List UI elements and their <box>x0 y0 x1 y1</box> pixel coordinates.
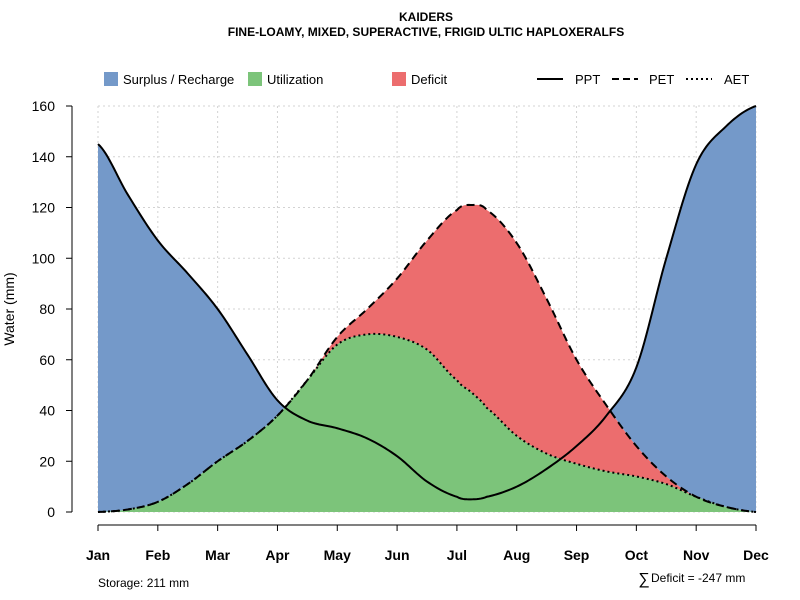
x-tick-label: Oct <box>625 547 649 563</box>
legend-label-aet: AET <box>724 72 749 87</box>
x-tick-label: Aug <box>503 547 530 563</box>
chart-legend: Surplus / Recharge Utilization Deficit P… <box>104 72 749 87</box>
legend-label-pet: PET <box>649 72 674 87</box>
y-tick-label: 80 <box>39 301 55 317</box>
y-tick-label: 0 <box>47 504 55 520</box>
y-axis-label: Water (mm) <box>1 272 17 345</box>
y-tick-label: 120 <box>32 200 56 216</box>
y-axis: 0 20 40 60 80 100 120 140 160 <box>32 98 73 520</box>
chart-lines <box>97 105 757 513</box>
legend-swatch-utilization <box>248 72 262 86</box>
legend-label-deficit: Deficit <box>411 72 448 87</box>
area-utilization <box>98 333 756 512</box>
x-tick-label: Dec <box>743 547 769 563</box>
chart-title: KAIDERS <box>399 10 453 24</box>
x-tick-label: May <box>324 547 351 563</box>
legend-swatch-surplus <box>104 72 118 86</box>
storage-note: Storage: 211 mm <box>98 576 189 590</box>
area-surplus-recharge <box>98 106 756 512</box>
chart-areas <box>98 106 756 512</box>
legend-label-surplus: Surplus / Recharge <box>123 72 234 87</box>
x-tick-label: Nov <box>683 547 710 563</box>
series-line-aet <box>97 332 757 513</box>
y-tick-label: 40 <box>39 403 55 419</box>
y-tick-label: 160 <box>32 98 56 114</box>
legend-label-ppt: PPT <box>575 72 600 87</box>
legend-swatch-deficit <box>392 72 406 86</box>
y-tick-label: 20 <box>39 453 55 469</box>
x-tick-label: Mar <box>205 547 230 563</box>
x-tick-label: Jul <box>447 547 467 563</box>
x-tick-label: Jun <box>385 547 410 563</box>
x-tick-label: Apr <box>265 547 290 563</box>
area-deficit <box>98 204 756 512</box>
sum-symbol: ∑ <box>638 571 649 588</box>
y-tick-label: 140 <box>32 149 56 165</box>
x-tick-label: Feb <box>145 547 170 563</box>
x-tick-label: Sep <box>564 547 590 563</box>
y-tick-label: 100 <box>32 250 56 266</box>
x-tick-label: Jan <box>86 547 110 563</box>
chart-subtitle: FINE-LOAMY, MIXED, SUPERACTIVE, FRIGID U… <box>228 25 624 39</box>
y-tick-label: 60 <box>39 352 55 368</box>
legend-label-utilization: Utilization <box>267 72 323 87</box>
x-axis: Jan Feb Mar Apr May Jun Jul Aug Sep Oct Nov Dec <box>86 524 769 563</box>
series-line-ppt <box>97 105 757 501</box>
deficit-note: Deficit = -247 mm <box>651 571 745 585</box>
